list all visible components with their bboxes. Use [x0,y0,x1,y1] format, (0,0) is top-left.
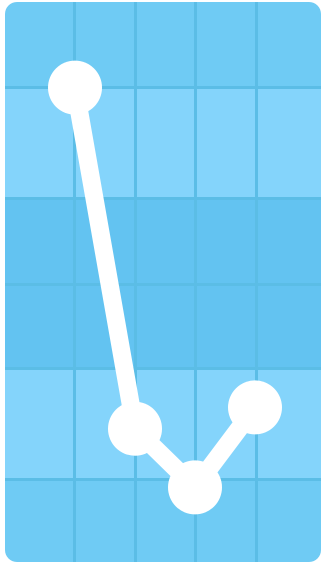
horizontal-gridline [5,86,321,89]
data-point [48,60,102,115]
data-point [228,380,282,435]
vertical-gridline [194,2,197,562]
data-point [168,460,222,515]
series-line-segment [66,78,144,438]
series-layer [48,60,282,515]
horizontal-gridline [5,367,321,370]
vertical-gridline [134,2,137,562]
horizontal-gridline [5,197,321,200]
data-point [108,401,162,456]
horizontal-gridline [5,283,321,286]
background-band [5,480,321,562]
vertical-gridline [255,2,258,562]
vertical-gridline [73,2,76,562]
horizontal-gridline [5,478,321,481]
